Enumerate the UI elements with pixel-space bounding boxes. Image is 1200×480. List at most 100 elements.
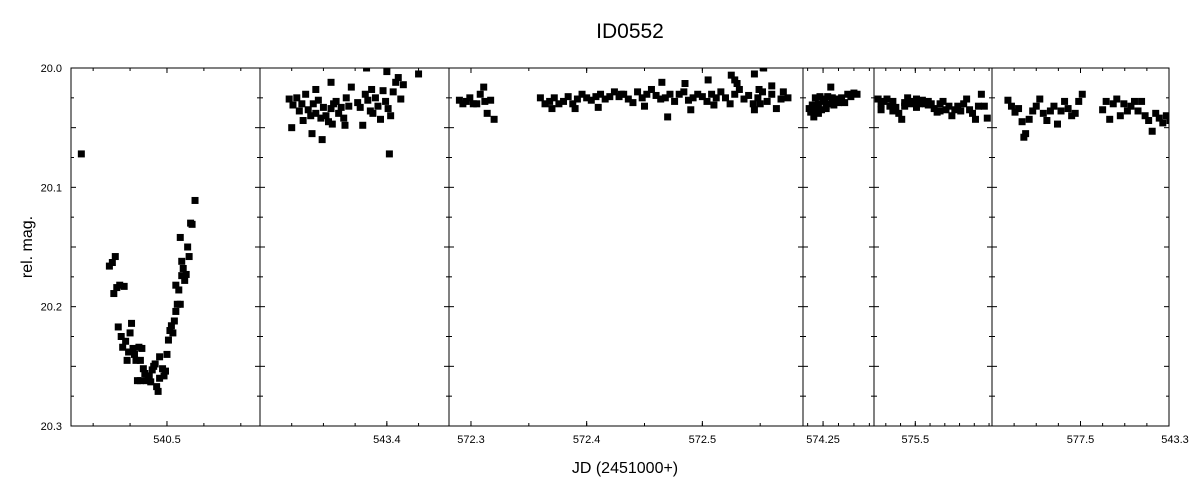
data-point xyxy=(901,102,909,110)
data-point xyxy=(704,76,712,84)
data-point xyxy=(721,94,729,102)
data-point xyxy=(733,80,741,88)
data-point xyxy=(768,82,776,90)
data-point xyxy=(309,100,317,108)
data-point xyxy=(327,105,335,113)
data-point xyxy=(731,90,739,98)
data-point xyxy=(726,100,734,108)
x-tick-label: 572.4 xyxy=(573,434,601,446)
data-point xyxy=(1064,105,1072,113)
data-point xyxy=(116,281,124,289)
data-point xyxy=(285,95,293,103)
data-point xyxy=(368,85,376,93)
data-point xyxy=(120,282,128,290)
data-point xyxy=(1071,109,1079,117)
data-point xyxy=(689,94,697,102)
data-point xyxy=(904,94,912,102)
data-point xyxy=(298,100,306,108)
panel-frame xyxy=(259,67,450,427)
data-point xyxy=(307,112,315,120)
data-point xyxy=(830,101,838,109)
data-point xyxy=(1057,107,1065,115)
data-point xyxy=(883,95,891,103)
data-point xyxy=(1127,102,1135,110)
data-point xyxy=(750,70,758,78)
data-point xyxy=(652,91,660,99)
data-point xyxy=(960,100,968,108)
data-point xyxy=(175,286,183,294)
data-point xyxy=(680,88,688,96)
data-point xyxy=(481,97,489,105)
data-point xyxy=(969,109,977,117)
x-tick-label: 543.3 xyxy=(1161,434,1189,446)
data-point xyxy=(123,356,131,364)
chart-panels: 540.5 543.3 543.4 572.3 572.4 572.5 574.25 575.… xyxy=(70,67,1189,446)
data-point xyxy=(828,94,836,102)
data-point xyxy=(179,264,187,272)
data-point xyxy=(490,115,498,123)
data-point xyxy=(710,101,718,109)
data-point xyxy=(304,106,312,114)
data-point xyxy=(666,90,674,98)
data-point xyxy=(1148,127,1156,135)
data-point xyxy=(312,109,320,117)
data-point xyxy=(684,96,692,104)
panel-frame xyxy=(448,67,804,427)
data-point xyxy=(877,106,885,114)
data-point xyxy=(312,85,320,93)
data-point xyxy=(119,343,127,351)
data-point xyxy=(546,97,554,105)
data-point xyxy=(818,106,826,114)
data-point xyxy=(895,109,903,117)
data-point xyxy=(1050,102,1058,110)
data-point xyxy=(1134,107,1142,115)
data-point xyxy=(126,329,134,337)
panel-6: 577.5 xyxy=(991,67,1170,446)
data-point xyxy=(1116,112,1124,120)
data-point xyxy=(816,93,824,101)
data-point xyxy=(749,100,757,108)
data-point xyxy=(169,329,177,337)
data-point xyxy=(1022,130,1030,138)
data-point xyxy=(473,100,481,108)
y-tick-label: 20.3 xyxy=(41,421,62,433)
data-point xyxy=(188,220,196,228)
data-point xyxy=(606,93,614,101)
y-tick-label: 20.2 xyxy=(41,302,62,314)
data-point xyxy=(918,96,926,104)
data-point xyxy=(392,78,400,86)
data-point xyxy=(382,97,390,105)
data-point xyxy=(369,109,377,117)
data-point xyxy=(717,88,725,96)
data-point xyxy=(874,95,882,103)
data-point xyxy=(363,68,371,72)
data-point xyxy=(712,94,720,102)
data-point xyxy=(641,102,649,110)
data-point xyxy=(332,97,340,105)
data-point xyxy=(760,68,768,72)
data-point xyxy=(308,130,316,138)
data-point xyxy=(1025,115,1033,123)
data-point xyxy=(550,94,558,102)
data-point xyxy=(314,96,322,104)
data-point xyxy=(634,88,642,96)
data-point xyxy=(1141,112,1149,120)
data-point xyxy=(110,290,118,298)
data-point xyxy=(105,262,113,270)
data-point xyxy=(912,95,920,103)
data-point xyxy=(853,90,861,98)
data-point xyxy=(347,83,355,91)
data-point xyxy=(356,103,364,111)
data-point xyxy=(901,99,909,107)
data-point xyxy=(886,102,894,110)
data-point xyxy=(345,102,353,110)
data-point xyxy=(487,96,495,104)
data-point xyxy=(466,94,474,102)
data-point xyxy=(939,97,947,105)
data-point xyxy=(1145,117,1153,125)
data-point xyxy=(889,107,897,115)
data-point xyxy=(387,112,395,120)
data-point xyxy=(361,90,369,98)
data-point xyxy=(1020,133,1028,141)
data-point xyxy=(814,100,822,108)
